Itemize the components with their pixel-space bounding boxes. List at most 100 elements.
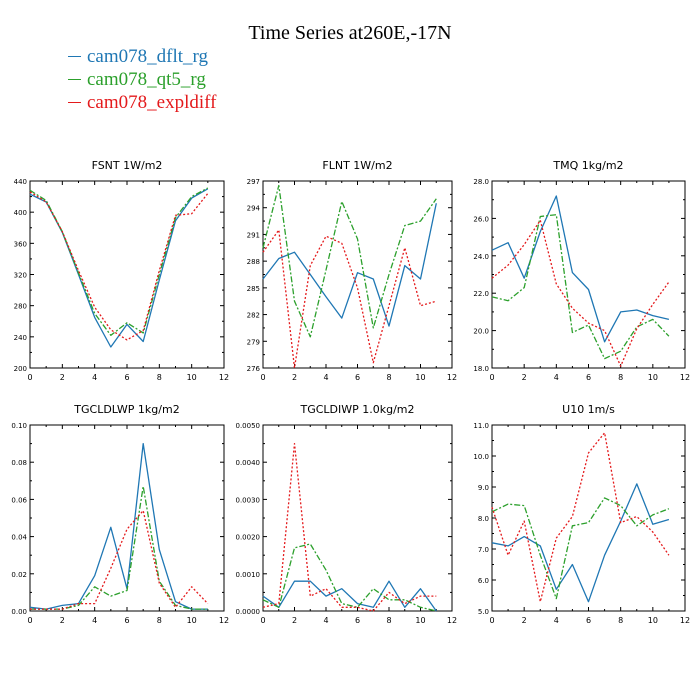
x-tick-label: 2: [60, 616, 65, 625]
series-line-cam078_expldiff: [262, 229, 437, 369]
y-tick-label: 5.0: [478, 608, 489, 616]
series-line-cam078_expldiff: [29, 191, 209, 341]
y-tick-label: 20.0: [473, 328, 489, 336]
chart-title: TGCLDLWP 1kg/m2: [73, 403, 179, 416]
series-line-cam078_qt5_rg: [262, 184, 437, 338]
x-tick-label: 0: [260, 616, 265, 625]
x-tick-label: 12: [447, 616, 457, 625]
y-tick-label: 0.06: [11, 496, 27, 504]
x-tick-label: 4: [92, 616, 97, 625]
x-tick-label: 6: [124, 616, 129, 625]
y-tick-label: 0.04: [11, 534, 27, 542]
x-tick-label: 12: [447, 373, 457, 382]
x-tick-label: 0: [27, 373, 32, 382]
y-tick-label: 24.0: [473, 253, 489, 261]
y-tick-label: 282: [247, 312, 260, 320]
legend-item-1: cam078_qt5_rg: [68, 68, 216, 91]
x-tick-label: 0: [489, 616, 494, 625]
x-tick-label: 6: [586, 616, 591, 625]
y-tick-label: 7.0: [478, 546, 489, 554]
x-tick-label: 6: [355, 373, 360, 382]
x-tick-label: 10: [187, 373, 197, 382]
legend-item-2: cam078_expldiff: [68, 91, 216, 114]
chart-title: U10 1m/s: [562, 403, 615, 416]
legend-swatch-2: [68, 102, 81, 103]
series-line-cam078_dflt_rg: [491, 195, 670, 343]
x-tick-label: 10: [187, 616, 197, 625]
x-tick-label: 12: [680, 616, 690, 625]
chart-panel-2: TMQ 1kg/m2 0 2 4 6 8 10 12 18.0 20.0 22.0 24.0 26.0 2…: [473, 159, 690, 382]
x-tick-label: 4: [323, 616, 328, 625]
y-tick-label: 279: [247, 338, 260, 346]
series-line-cam078_qt5_rg: [30, 485, 208, 610]
plot-frame: [491, 180, 686, 369]
y-tick-label: 297: [247, 178, 260, 186]
y-tick-label: 200: [14, 365, 27, 373]
y-tick-label: 10.0: [473, 453, 489, 461]
y-tick-label: 240: [14, 334, 27, 342]
y-tick-label: 285: [247, 285, 260, 293]
series-line-cam078_dflt_rg: [491, 483, 670, 603]
series-line-cam078_dflt_rg: [29, 442, 208, 610]
x-tick-label: 12: [680, 373, 690, 382]
x-tick-label: 6: [586, 373, 591, 382]
x-tick-label: 12: [219, 373, 229, 382]
legend-label-0: cam078_dflt_rg: [87, 46, 209, 67]
x-tick-label: 6: [124, 373, 129, 382]
x-tick-label: 8: [618, 616, 623, 625]
series-line-cam078_qt5_rg: [29, 187, 209, 336]
x-tick-label: 4: [554, 616, 559, 625]
series-line-cam078_dflt_rg: [262, 580, 437, 612]
legend-item-0: cam078_dflt_rg: [68, 45, 216, 68]
legend-label-2: cam078_expldiff: [87, 92, 217, 113]
x-tick-label: 6: [355, 616, 360, 625]
y-tick-label: 26.0: [473, 215, 489, 223]
y-tick-label: 288: [247, 258, 260, 266]
y-tick-label: 280: [14, 303, 27, 311]
y-tick-label: 0.0020: [236, 534, 261, 542]
series-line-cam078_qt5_rg: [491, 214, 670, 360]
series-line-cam078_expldiff: [491, 432, 670, 603]
x-tick-label: 0: [260, 373, 265, 382]
y-tick-label: 22.0: [473, 290, 489, 298]
series-line-cam078_dflt_rg: [29, 188, 209, 348]
y-tick-label: 8.0: [478, 515, 489, 523]
legend: cam078_dflt_rg cam078_qt5_rg cam078_expl…: [68, 45, 216, 114]
series-line-cam078_dflt_rg: [262, 203, 437, 327]
x-tick-label: 2: [292, 373, 297, 382]
x-tick-label: 12: [219, 616, 229, 625]
x-tick-label: 2: [292, 616, 297, 625]
x-tick-label: 8: [618, 373, 623, 382]
chart-panel-0: FSNT 1W/m2 0 2 4 6 8 10 12 200 240 280 320 360 400 440: [14, 159, 229, 382]
y-tick-label: 440: [14, 178, 27, 186]
page-title: Time Series at260E,-17N: [248, 22, 452, 44]
y-tick-label: 11.0: [473, 422, 489, 430]
y-tick-label: 400: [14, 209, 27, 217]
legend-swatch-1: [68, 79, 81, 80]
y-tick-label: 0.0040: [236, 459, 261, 467]
y-tick-label: 294: [247, 205, 261, 213]
chart-panel-4: TGCLDIWP 1.0kg/m2 0 2 4 6 8 10 12 0.0000 0.0010 0.…: [236, 403, 458, 625]
x-tick-label: 2: [522, 373, 527, 382]
x-tick-label: 10: [415, 373, 425, 382]
y-tick-label: 360: [14, 240, 27, 248]
y-tick-label: 0.08: [11, 459, 27, 467]
series-line-cam078_expldiff: [30, 509, 209, 610]
chart-title: FLNT 1W/m2: [322, 159, 392, 172]
x-tick-label: 0: [27, 616, 32, 625]
chart-panel-1: FLNT 1W/m2 0 2 4 6 8 10 12 276 279 282 285 288 291 294…: [247, 159, 457, 382]
x-tick-label: 10: [415, 616, 425, 625]
x-tick-label: 2: [522, 616, 527, 625]
y-tick-label: 0.0050: [236, 422, 261, 430]
x-tick-label: 8: [157, 373, 162, 382]
y-tick-label: 0.00: [11, 608, 27, 616]
y-tick-label: 0.0010: [236, 571, 261, 579]
chart-title: TGCLDIWP 1.0kg/m2: [299, 403, 414, 416]
chart-panel-3: TGCLDLWP 1kg/m2 0 2 4 6 8 10 12 0.00 0.02 0.04 0.06…: [11, 403, 229, 625]
y-tick-label: 320: [14, 272, 27, 280]
x-tick-label: 10: [648, 373, 658, 382]
chart-title: FSNT 1W/m2: [92, 159, 163, 172]
x-tick-label: 0: [489, 373, 494, 382]
legend-swatch-0: [68, 56, 81, 57]
